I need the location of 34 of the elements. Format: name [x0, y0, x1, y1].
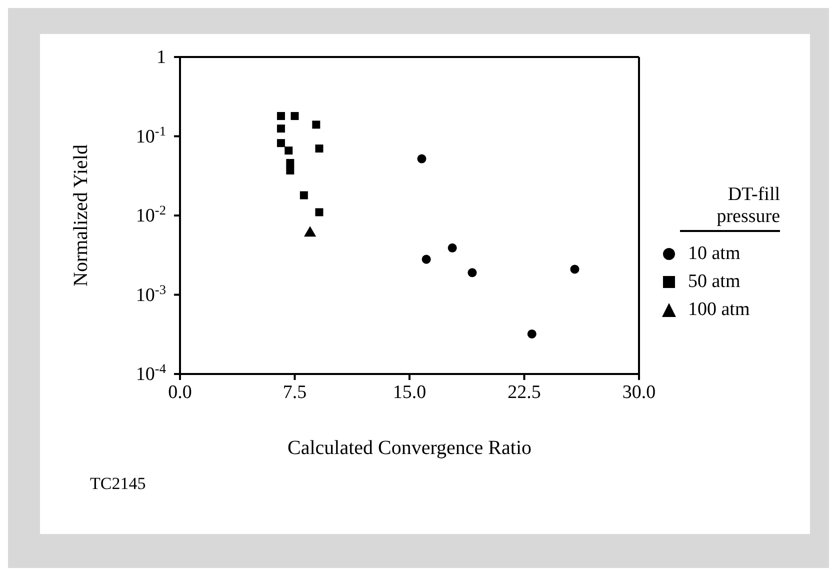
point: [570, 264, 580, 274]
y-tick-label: 10$^{-3}$: [136, 281, 166, 306]
point: [422, 254, 431, 264]
point: [312, 120, 320, 129]
point: [417, 154, 426, 164]
y-tick-label: 10$^{-1}$: [136, 122, 166, 148]
point: [276, 124, 285, 133]
legend-label: 10 atm: [688, 243, 740, 265]
point: [276, 139, 285, 148]
y-tick-label: 10$^{-2}$: [136, 202, 166, 226]
point: [448, 243, 457, 252]
x-axis-title: Calculated Convergence Ratio: [288, 437, 532, 459]
y-axis-title: Normalized Yield: [70, 144, 92, 286]
y-tick-label: 1: [156, 47, 166, 68]
point: [286, 166, 294, 174]
x-tick-label: 22.5: [508, 382, 541, 403]
point: [527, 329, 536, 338]
point: [315, 208, 324, 216]
x-tick-label: 15.0: [392, 382, 426, 403]
point: [300, 191, 308, 200]
point: [315, 144, 324, 153]
y-tick-label: 10$^{-4}$: [136, 360, 166, 385]
point: [276, 112, 285, 120]
point: [286, 158, 294, 167]
x-tick-label: 0.0: [168, 382, 192, 403]
point: [468, 268, 477, 278]
point: [284, 146, 293, 155]
text: TC2145: [90, 474, 146, 494]
legend-title: DT-fill pressure: [716, 184, 780, 228]
x-tick-label: 30.0: [622, 382, 656, 403]
legend-label: 100 atm: [688, 299, 750, 321]
point: [290, 112, 299, 120]
legend-label: 50 atm: [688, 271, 740, 293]
x-tick-label: 7.5: [282, 382, 307, 403]
